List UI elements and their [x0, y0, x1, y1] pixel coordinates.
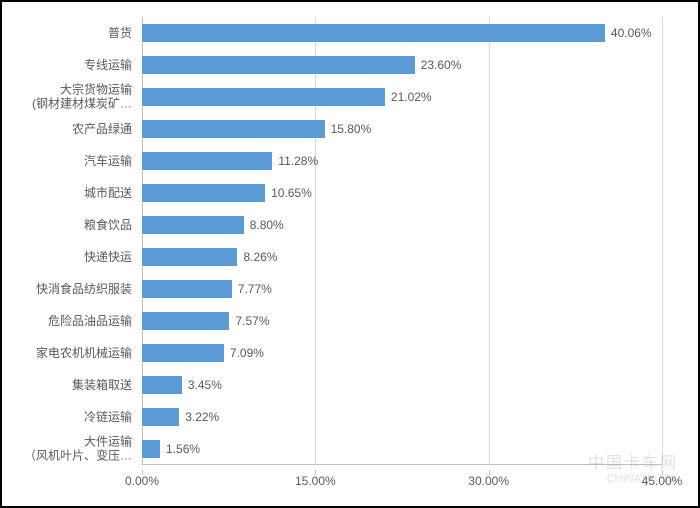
bar-value-label: 8.26%	[243, 250, 277, 264]
bar-value-label: 15.80%	[331, 122, 372, 136]
bar	[142, 408, 179, 426]
bar-value-label: 40.06%	[611, 26, 652, 40]
bar-value-label: 1.56%	[166, 442, 200, 456]
bar	[142, 88, 385, 106]
x-axis-labels: 0.00%15.00%30.00%45.00%	[142, 470, 662, 490]
bar-value-label: 10.65%	[271, 186, 312, 200]
bar	[142, 376, 182, 394]
category-label: 农产品绿通	[2, 122, 132, 136]
bar	[142, 312, 229, 330]
category-label: 城市配送	[2, 186, 132, 200]
bar-value-label: 11.28%	[278, 154, 318, 168]
x-tick-label: 0.00%	[125, 474, 159, 488]
bar	[142, 184, 265, 202]
bar	[142, 440, 160, 458]
bar-value-label: 7.77%	[238, 282, 272, 296]
category-label: 汽车运输	[2, 154, 132, 168]
y-axis-labels: 普货专线运输大宗货物运输(钢材建材煤炭矿… 农产品绿通汽车运输城市配送粮食饮品快递…	[2, 17, 137, 465]
bar	[142, 24, 605, 42]
bar	[142, 152, 272, 170]
category-label: 普货	[2, 26, 132, 40]
plot-area: 40.06% 23.60% 21.02% 15.80% 11.28% 10.65% 8.80…	[142, 17, 662, 465]
bar	[142, 280, 232, 298]
bar	[142, 56, 415, 74]
gridline	[489, 17, 490, 465]
chart-container: 普货专线运输大宗货物运输(钢材建材煤炭矿… 农产品绿通汽车运输城市配送粮食饮品快递…	[0, 0, 700, 508]
bar-value-label: 23.60%	[421, 58, 462, 72]
category-label: 危险品油品运输	[2, 314, 132, 328]
bar-value-label: 8.80%	[250, 218, 284, 232]
bar	[142, 248, 237, 266]
gridline	[662, 17, 663, 465]
bar-value-label: 3.22%	[185, 410, 219, 424]
x-axis-line	[142, 464, 662, 465]
bar-value-label: 21.02%	[391, 90, 432, 104]
x-tick-label: 45.00%	[642, 474, 683, 488]
category-label: 冷链运输	[2, 410, 132, 424]
category-label: 家电农机机械运输	[2, 346, 132, 360]
category-label: 大宗货物运输(钢材建材煤炭矿…	[2, 83, 132, 112]
bar	[142, 344, 224, 362]
category-label: 大件运输（风机叶片、变压…	[2, 435, 132, 464]
bar-value-label: 7.09%	[230, 346, 264, 360]
category-label: 快递快运	[2, 250, 132, 264]
x-tick-label: 30.00%	[468, 474, 509, 488]
category-label: 专线运输	[2, 58, 132, 72]
gridline	[315, 17, 316, 465]
bar	[142, 216, 244, 234]
bar-value-label: 3.45%	[188, 378, 222, 392]
bar-value-label: 7.57%	[235, 314, 269, 328]
bar	[142, 120, 325, 138]
y-axis-line	[142, 17, 143, 465]
x-tick-label: 15.00%	[295, 474, 336, 488]
category-label: 粮食饮品	[2, 218, 132, 232]
category-label: 快消食品纺织服装	[2, 282, 132, 296]
category-label: 集装箱取送	[2, 378, 132, 392]
